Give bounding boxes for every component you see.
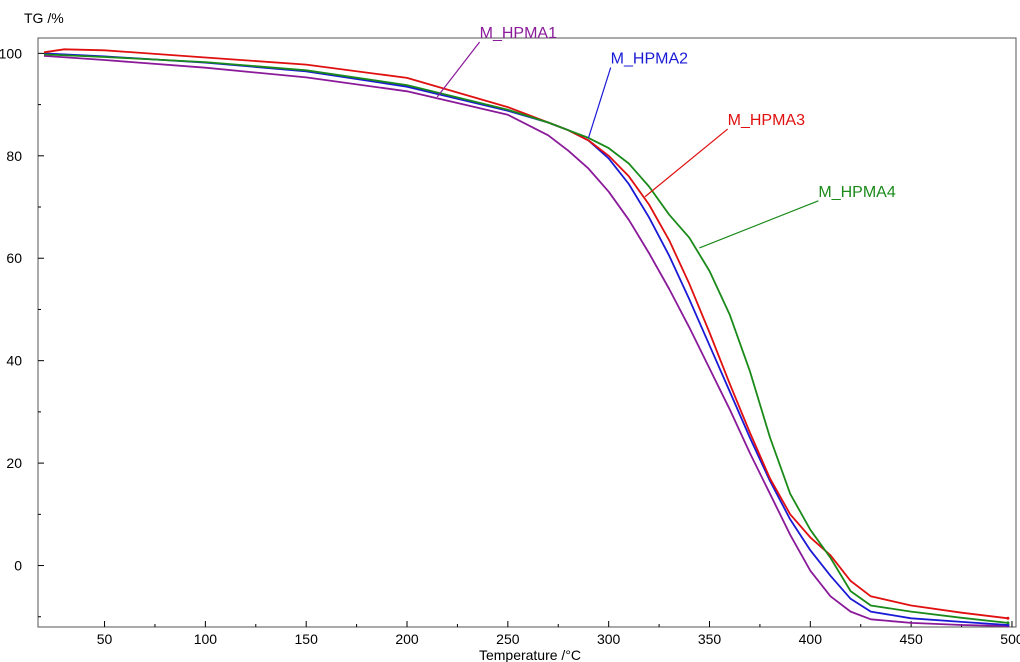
x-tick-label: 500: [1000, 631, 1020, 647]
series-line-m-hpma4: [43, 53, 1008, 624]
series-label: M_HPMA3: [728, 112, 805, 129]
series-labels: M_HPMA1 M_HPMA2 M_HPMA3 M_HPMA4: [436, 25, 896, 249]
y-tick-label: 80: [6, 148, 22, 164]
series-leader-line: [436, 41, 481, 98]
x-tick-label: 200: [395, 631, 419, 647]
x-tick-label: 150: [295, 631, 319, 647]
series-label: M_HPMA4: [818, 184, 895, 201]
series-line-m-hpma3: [43, 48, 1009, 620]
y-axis-title: TG /%: [24, 10, 64, 26]
x-axis-title: Temperature /°C: [479, 647, 581, 662]
series-end-point: [1006, 621, 1010, 625]
plot-border: [37, 37, 1017, 628]
plot-frame: [37, 37, 1017, 628]
series-leader-line: [587, 67, 612, 139]
series-leader-line: [644, 128, 729, 198]
series-label: M_HPMA1: [480, 25, 557, 42]
x-tick-label: 350: [698, 631, 722, 647]
x-tick-label: 450: [899, 631, 923, 647]
y-tick-label: 100: [0, 45, 22, 61]
x-tick-label: 400: [799, 631, 823, 647]
series-leader-line: [699, 200, 819, 249]
y-tick-label: 0: [14, 558, 22, 574]
y-tick-label: 40: [6, 353, 22, 369]
y-tick-label: 60: [6, 250, 22, 266]
x-tick-label: 100: [194, 631, 218, 647]
axis-ticks: 50 100 150 200 250 300 350 400 450 500 0 20 40 60 80 10…: [0, 45, 1020, 647]
series-label: M_HPMA2: [611, 51, 688, 68]
x-tick-label: 250: [496, 631, 520, 647]
x-tick-label: 300: [597, 631, 621, 647]
series-line-m-hpma2: [43, 52, 1008, 626]
y-tick-label: 20: [6, 455, 22, 471]
series-line-m-hpma1: [43, 55, 1008, 627]
x-tick-label: 50: [97, 631, 113, 647]
series-end-point: [1006, 616, 1010, 620]
series-layer: [43, 48, 1010, 628]
